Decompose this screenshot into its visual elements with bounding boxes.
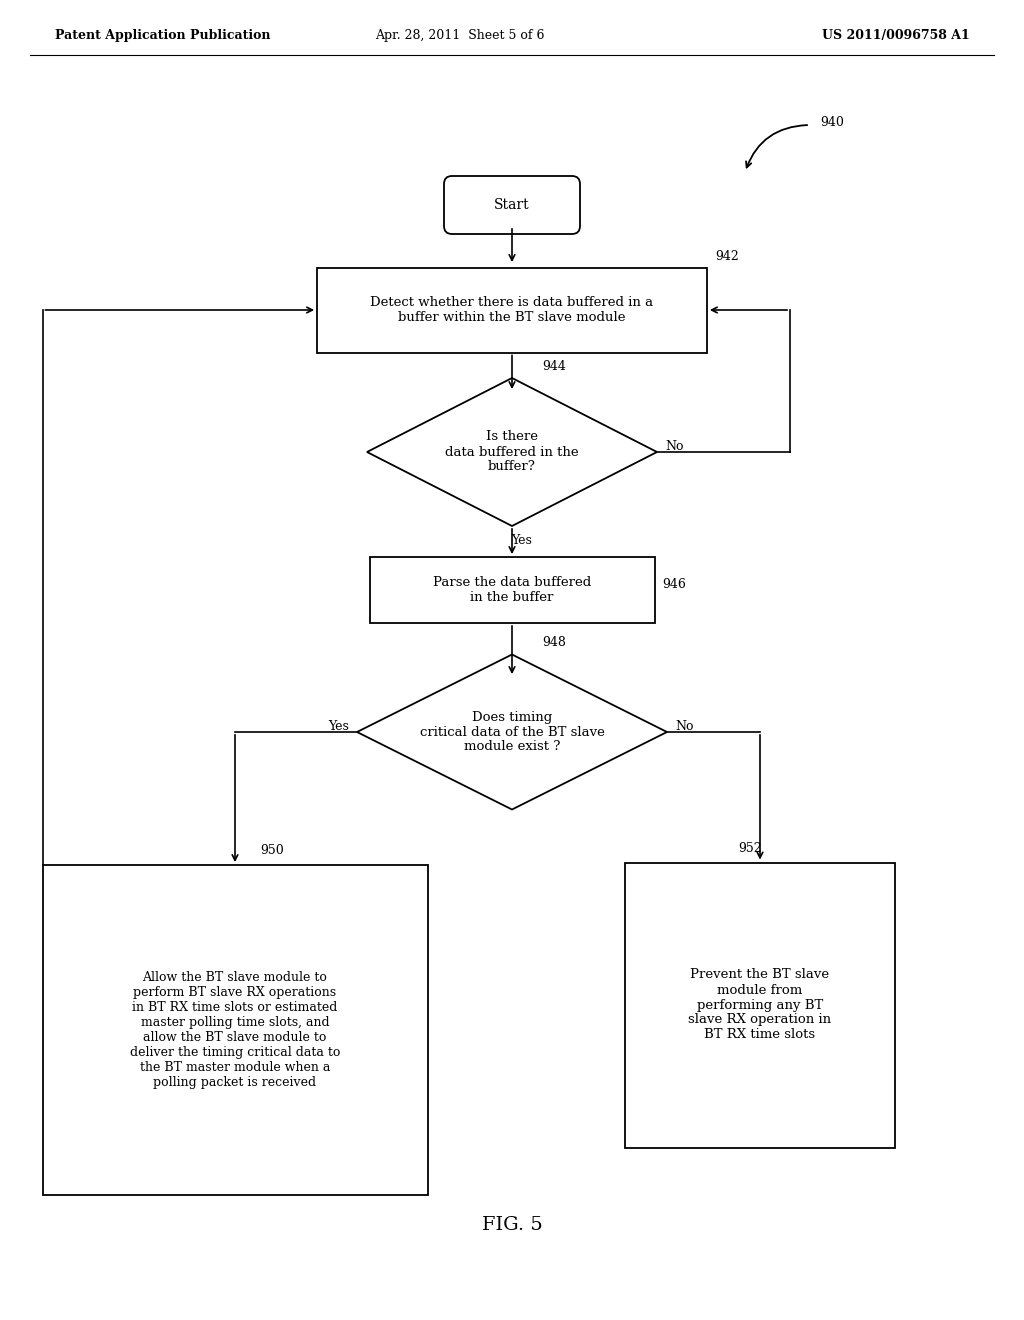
Text: 948: 948 <box>542 636 566 649</box>
Text: Apr. 28, 2011  Sheet 5 of 6: Apr. 28, 2011 Sheet 5 of 6 <box>375 29 545 41</box>
Text: 942: 942 <box>715 249 738 263</box>
Text: Parse the data buffered
in the buffer: Parse the data buffered in the buffer <box>433 576 591 605</box>
FancyBboxPatch shape <box>370 557 654 623</box>
FancyBboxPatch shape <box>43 865 427 1195</box>
Text: No: No <box>675 721 693 734</box>
Text: Prevent the BT slave
module from
performing any BT
slave RX operation in
BT RX t: Prevent the BT slave module from perform… <box>688 969 831 1041</box>
Text: Yes: Yes <box>512 535 532 546</box>
FancyBboxPatch shape <box>625 862 895 1147</box>
Text: Is there
data buffered in the
buffer?: Is there data buffered in the buffer? <box>445 430 579 474</box>
Text: No: No <box>665 441 683 454</box>
Text: 946: 946 <box>663 578 686 591</box>
Polygon shape <box>357 655 667 809</box>
Text: 950: 950 <box>260 843 284 857</box>
FancyBboxPatch shape <box>444 176 580 234</box>
FancyBboxPatch shape <box>317 268 707 352</box>
Polygon shape <box>367 378 657 525</box>
Text: Start: Start <box>495 198 529 213</box>
Text: Patent Application Publication: Patent Application Publication <box>55 29 270 41</box>
Text: Allow the BT slave module to
perform BT slave RX operations
in BT RX time slots : Allow the BT slave module to perform BT … <box>130 972 340 1089</box>
Text: Yes: Yes <box>328 721 349 734</box>
Text: 944: 944 <box>542 360 566 374</box>
Text: US 2011/0096758 A1: US 2011/0096758 A1 <box>822 29 970 41</box>
Text: 940: 940 <box>820 116 844 128</box>
Text: Does timing
critical data of the BT slave
module exist ?: Does timing critical data of the BT slav… <box>420 710 604 754</box>
Text: Detect whether there is data buffered in a
buffer within the BT slave module: Detect whether there is data buffered in… <box>371 296 653 323</box>
Text: FIG. 5: FIG. 5 <box>481 1216 543 1234</box>
Text: 952: 952 <box>738 842 762 854</box>
